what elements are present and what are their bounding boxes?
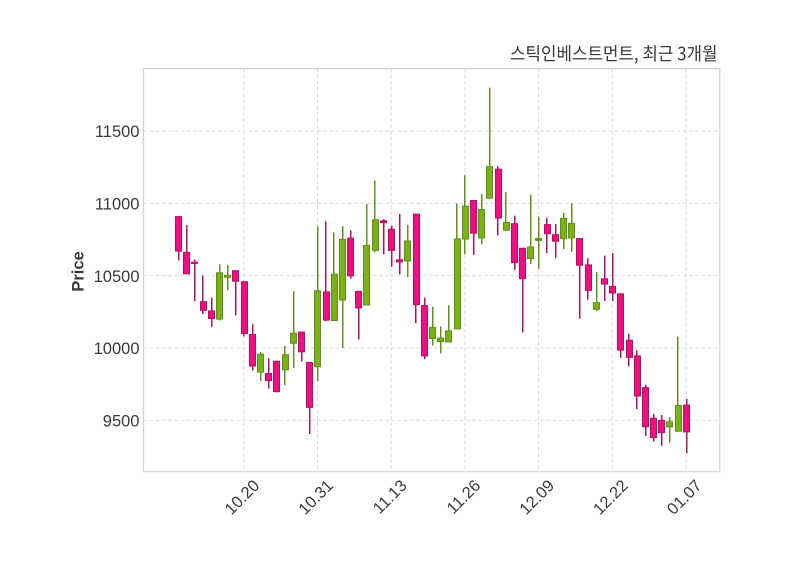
svg-text:10500: 10500 — [94, 268, 140, 286]
svg-text:11000: 11000 — [95, 196, 140, 214]
svg-text:10000: 10000 — [94, 340, 140, 358]
svg-text:9500: 9500 — [103, 412, 140, 430]
svg-text:Price: Price — [69, 251, 87, 291]
svg-text:11500: 11500 — [95, 123, 140, 141]
